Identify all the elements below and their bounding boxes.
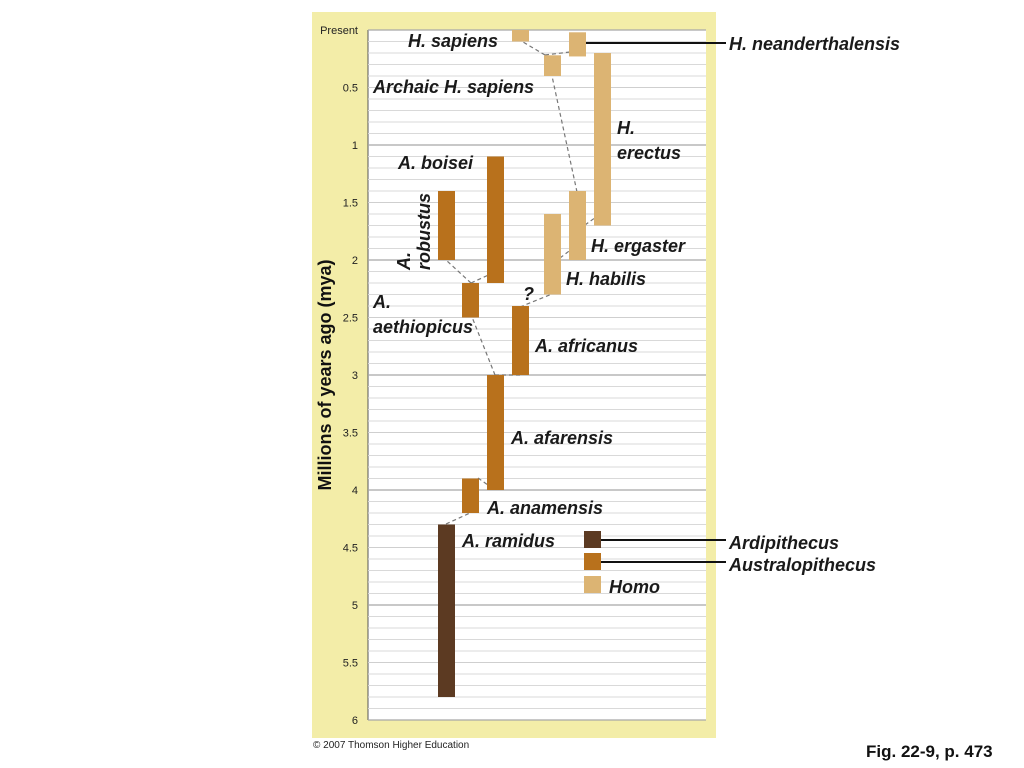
connector-ergaster-archaic [551, 75, 578, 193]
label-h-sapiens: H. sapiens [408, 31, 498, 51]
label-h-erectus-line1: H. [617, 118, 635, 138]
tick-label: 6 [352, 715, 358, 727]
connector-ergaster-erectus [584, 211, 604, 226]
legend-swatch-ardipithecus [584, 531, 601, 548]
tick-label: 1 [352, 140, 358, 152]
connector-africanus-habilis [519, 293, 553, 308]
species-bars [438, 30, 611, 697]
tick-label: Present [320, 25, 358, 37]
label-a-aethiopicus-line1: A. [372, 292, 391, 312]
minor-gridlines [368, 41, 706, 709]
tick-label: 3.5 [343, 428, 358, 440]
tick-label: 5.5 [343, 658, 358, 670]
tick-label: 2.5 [343, 313, 358, 325]
figure-reference: Fig. 22-9, p. 473 [866, 742, 993, 761]
tick-label: 4.5 [343, 543, 358, 555]
bar-archaic-h-sapiens [544, 55, 561, 76]
copyright-text: © 2007 Thomson Higher Education [313, 740, 470, 751]
label-h-ergaster: H. ergaster [591, 236, 686, 256]
tick-label: 3 [352, 370, 358, 382]
bar-a-afarensis [487, 375, 504, 490]
label-a-robustus-line2: robustus [414, 193, 434, 270]
bar-a-africanus [512, 306, 529, 375]
label-h-erectus-line2: erectus [617, 143, 681, 163]
label-a-boisei: A. boisei [397, 153, 474, 173]
legend-swatch-homo [584, 576, 601, 593]
label-a-africanus: A. africanus [534, 336, 638, 356]
legend-label-homo: Homo [609, 577, 660, 597]
tick-labels: Present 0.5 1 1.5 2 2.5 3 3.5 4 4.5 5 5.5 6 [320, 25, 358, 727]
bar-h-sapiens [512, 30, 529, 42]
major-gridlines [368, 29, 706, 721]
legend-label-ardipithecus: Ardipithecus [728, 533, 839, 553]
label-a-robustus-line1: A. [394, 252, 414, 271]
tick-label: 4 [352, 485, 358, 497]
connector-archaic-sapiens [522, 41, 546, 56]
label-archaic-h-sapiens: Archaic H. sapiens [372, 77, 534, 97]
bar-a-robustus [438, 191, 455, 260]
tick-label: 2 [352, 255, 358, 267]
connector-ramidus-anamensis [445, 512, 471, 525]
tick-label: 1.5 [343, 198, 358, 210]
bar-h-erectus [594, 53, 611, 226]
tick-label: 0.5 [343, 83, 358, 95]
axis-title: Millions of years ago (mya) [315, 259, 335, 490]
label-a-ramidus: A. ramidus [461, 531, 555, 551]
question-mark: ? [523, 284, 534, 304]
bar-h-ergaster [569, 191, 586, 260]
bar-h-neanderthalensis [569, 32, 586, 57]
label-h-habilis: H. habilis [566, 269, 646, 289]
bar-a-boisei [487, 156, 504, 283]
bar-a-aethiopicus [462, 283, 479, 318]
label-a-robustus: A. robustus [394, 193, 434, 271]
label-h-neanderthalensis: H. neanderthalensis [729, 34, 900, 54]
label-a-anamensis: A. anamensis [486, 498, 603, 518]
connector-afarensis-aethiopicus [471, 316, 496, 376]
label-a-afarensis: A. afarensis [510, 428, 613, 448]
tick-label: 5 [352, 600, 358, 612]
bar-a-ramidus [438, 524, 455, 697]
legend-swatch-australopithecus [584, 553, 601, 570]
label-a-aethiopicus-line2: aethiopicus [373, 317, 473, 337]
legend: Ardipithecus Australopithecus Homo [584, 531, 876, 597]
bar-h-habilis [544, 214, 561, 295]
bar-a-anamensis [462, 478, 479, 513]
connector-aethiopicus-robustus [445, 259, 472, 284]
legend-label-australopithecus: Australopithecus [728, 555, 876, 575]
